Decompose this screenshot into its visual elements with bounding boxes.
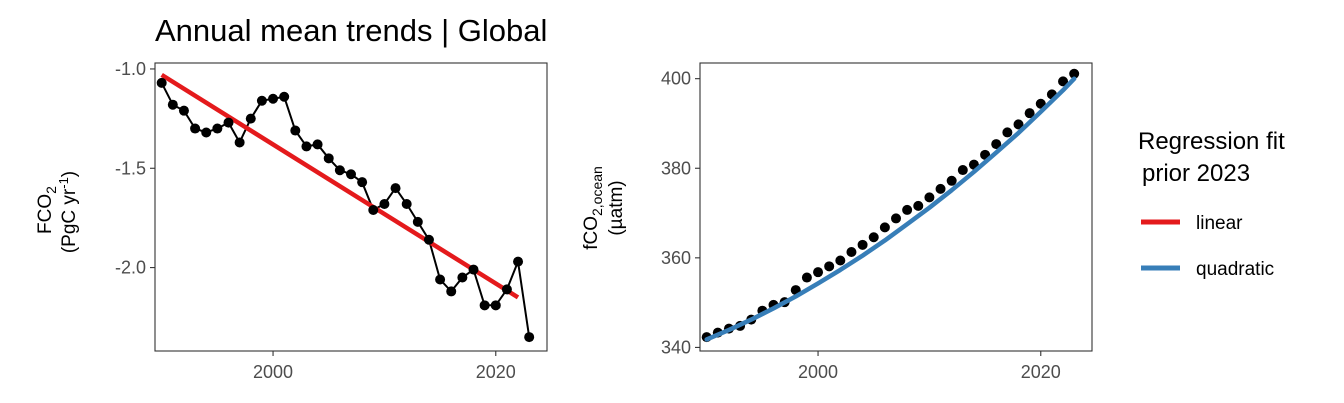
panel-frame [699, 62, 1093, 352]
data-point [323, 153, 334, 164]
left-panel-fco2: -1.0 -1.5 -2.0 2000 2020 [115, 59, 548, 382]
data-point [290, 125, 301, 136]
y-tick-label: -1.5 [115, 158, 146, 178]
data-point [490, 300, 501, 311]
data-point [913, 200, 924, 211]
data-point [245, 113, 256, 124]
left-ylabel-line2: (PgC yr-1) [56, 171, 80, 253]
data-point [357, 177, 368, 188]
data-point [524, 332, 535, 343]
legend-title-line2: prior 2023 [1142, 160, 1250, 187]
data-point [857, 239, 868, 250]
data-point [446, 286, 457, 297]
data-point [156, 77, 167, 88]
y-tick-label: 360 [661, 248, 691, 268]
data-point [1058, 76, 1069, 87]
data-point [190, 123, 201, 134]
series-line [160, 82, 531, 338]
data-point [879, 222, 890, 233]
data-point [412, 216, 423, 227]
data-point [379, 199, 390, 210]
data-point [468, 264, 479, 275]
data-point [991, 139, 1002, 150]
data-point [346, 169, 356, 180]
legend-label-quadratic: quadratic [1196, 259, 1274, 280]
left-ylabel-line1: FCO2 [35, 186, 59, 234]
data-point [1013, 119, 1024, 130]
data-point [423, 234, 434, 245]
data-point [835, 255, 846, 266]
y-tick-label: 380 [661, 158, 691, 178]
data-point [457, 272, 468, 283]
data-point [234, 137, 245, 148]
data-point [824, 261, 835, 272]
data-point [301, 141, 312, 152]
fit-line-quadratic [704, 76, 1077, 342]
fit-line-linear [160, 72, 520, 300]
data-point [178, 105, 189, 116]
data-point [435, 274, 446, 285]
data-point [1002, 127, 1013, 138]
data-point [1024, 108, 1035, 119]
y-tick-label: -2.0 [115, 258, 146, 278]
left-ylabel-main: FCO [35, 194, 56, 234]
right-ylabel-sub: 2,ocean [589, 166, 605, 216]
data-point [334, 165, 345, 176]
left-ylabel-unit-sup: -1 [56, 177, 71, 189]
legend: Regression fit prior 2023 linear quadrat… [1138, 128, 1285, 280]
legend-label-linear: linear [1196, 213, 1243, 234]
data-point [902, 204, 913, 215]
data-point [312, 139, 323, 150]
data-point [935, 183, 946, 194]
data-point [1069, 68, 1080, 79]
data-point [212, 123, 223, 134]
x-tick-label: 2020 [1021, 362, 1061, 382]
y-tick-label: -1.0 [115, 59, 146, 79]
data-point [801, 272, 812, 283]
left-ylabel-unit-b: ) [59, 171, 80, 177]
data-point [279, 91, 290, 102]
data-point [390, 183, 401, 194]
data-point [368, 204, 379, 215]
panel-frame [154, 62, 548, 352]
legend-title-line1: Regression fit [1138, 128, 1285, 155]
data-point [1035, 98, 1046, 109]
x-tick-label: 2020 [476, 362, 516, 382]
data-point [167, 99, 178, 110]
data-point [513, 256, 524, 267]
data-point [201, 127, 212, 138]
figure-title: Annual mean trends | Global [155, 13, 547, 48]
y-tick-label: 400 [661, 69, 691, 89]
data-point [401, 199, 412, 210]
left-ylabel-sub: 2 [43, 186, 59, 194]
right-ylabel-line1: fCO2,ocean [581, 166, 605, 250]
data-point [479, 300, 490, 311]
data-point [868, 232, 879, 243]
data-point [223, 117, 234, 128]
right-panel-fco2-ocean: 340 360 380 400 2000 2020 [661, 62, 1093, 382]
right-ylabel-main: fCO [581, 216, 602, 250]
data-point [957, 165, 968, 176]
data-point [501, 284, 512, 295]
x-tick-label: 2000 [253, 362, 293, 382]
right-ylabel-line2: (µatm) [606, 180, 627, 235]
data-point [924, 192, 935, 203]
y-tick-label: 340 [661, 337, 691, 357]
data-point [891, 213, 901, 224]
left-ylabel-unit-a: (PgC yr [59, 188, 80, 253]
data-point [813, 267, 824, 278]
x-tick-label: 2000 [798, 362, 838, 382]
data-point [268, 93, 279, 104]
data-point [846, 247, 857, 258]
data-point [946, 175, 957, 186]
data-point [256, 95, 267, 106]
